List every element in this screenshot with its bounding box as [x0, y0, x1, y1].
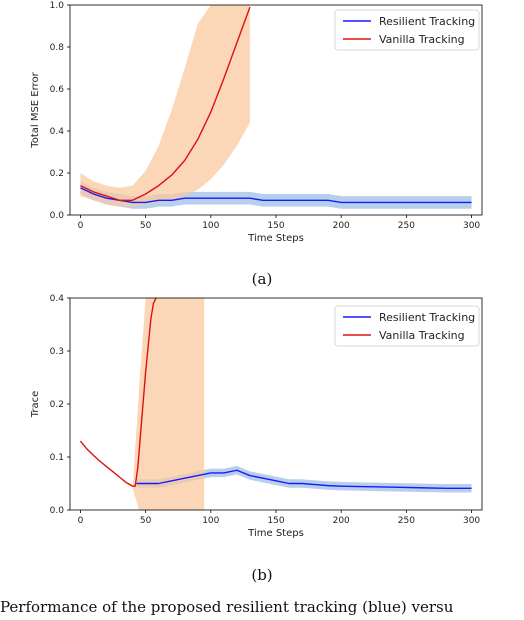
series-line-1 [79, 298, 157, 487]
x-axis-label: Time Steps [247, 528, 304, 539]
legend: Resilient Tracking Vanilla Tracking [334, 9, 480, 51]
y-tick-label-4: 0.4 [50, 294, 65, 304]
confidence-band-1 [80, 5, 250, 207]
y-tick-label-4: 0.8 [50, 43, 65, 53]
y-tick-label-0: 0.0 [50, 506, 65, 516]
x-tick-label-2: 100 [202, 516, 219, 526]
x-tick-label-5: 250 [398, 221, 415, 231]
y-tick-label-1: 0.1 [50, 453, 64, 463]
plot-area [79, 298, 472, 510]
series-line-0 [136, 469, 472, 489]
series-line-0 [80, 187, 472, 204]
legend-label-0: Resilient Tracking [379, 311, 475, 324]
chart-panel-1: 0 50 100 150 200 250 300 0.0 0.1 0.2 0.3 0.4 Time St… [30, 294, 483, 539]
y-tick-label-5: 1.0 [50, 1, 65, 11]
y-tick-label-2: 0.4 [50, 127, 65, 137]
x-tick-label-4: 200 [333, 516, 350, 526]
y-tick-label-0: 0.0 [50, 211, 65, 221]
legend-label-0: Resilient Tracking [379, 15, 475, 28]
x-tick-label-1: 50 [140, 221, 152, 231]
subfigure-a-label: (a) [251, 270, 273, 288]
x-tick-label-2: 100 [202, 221, 219, 231]
x-tick-label-6: 300 [463, 516, 480, 526]
x-axis-label: Time Steps [247, 233, 304, 244]
x-tick-label-3: 150 [267, 516, 284, 526]
legend-label-1: Vanilla Tracking [379, 33, 465, 46]
y-tick-label-3: 0.6 [50, 85, 65, 95]
legend-box [334, 9, 480, 51]
x-tick-label-0: 0 [78, 221, 84, 231]
y-tick-label-3: 0.3 [50, 347, 64, 357]
series-line-1 [80, 6, 251, 201]
x-tick-label-5: 250 [398, 516, 415, 526]
legend-label-1: Vanilla Tracking [379, 329, 465, 342]
chart-panel-0: 0 50 100 150 200 250 300 0.0 0.2 0.4 0.6 0.8 1.0 Time… [30, 1, 483, 244]
x-tick-label-4: 200 [333, 221, 350, 231]
y-tick-label-2: 0.2 [50, 400, 64, 410]
figure-caption: Performance of the proposed resilient tr… [0, 598, 454, 616]
subfigure-b-label: (b) [251, 566, 273, 584]
plot-area [80, 5, 472, 209]
legend: Resilient Tracking Vanilla Tracking [334, 305, 480, 347]
legend-box [334, 305, 480, 347]
y-axis-label: Total MSE Error [30, 71, 41, 148]
x-tick-label-1: 50 [140, 516, 152, 526]
y-axis-label: Trace [30, 391, 41, 419]
x-tick-label-0: 0 [78, 516, 84, 526]
confidence-band-1 [132, 298, 205, 510]
y-tick-label-1: 0.2 [50, 169, 64, 179]
x-tick-label-6: 300 [463, 221, 480, 231]
x-tick-label-3: 150 [267, 221, 284, 231]
